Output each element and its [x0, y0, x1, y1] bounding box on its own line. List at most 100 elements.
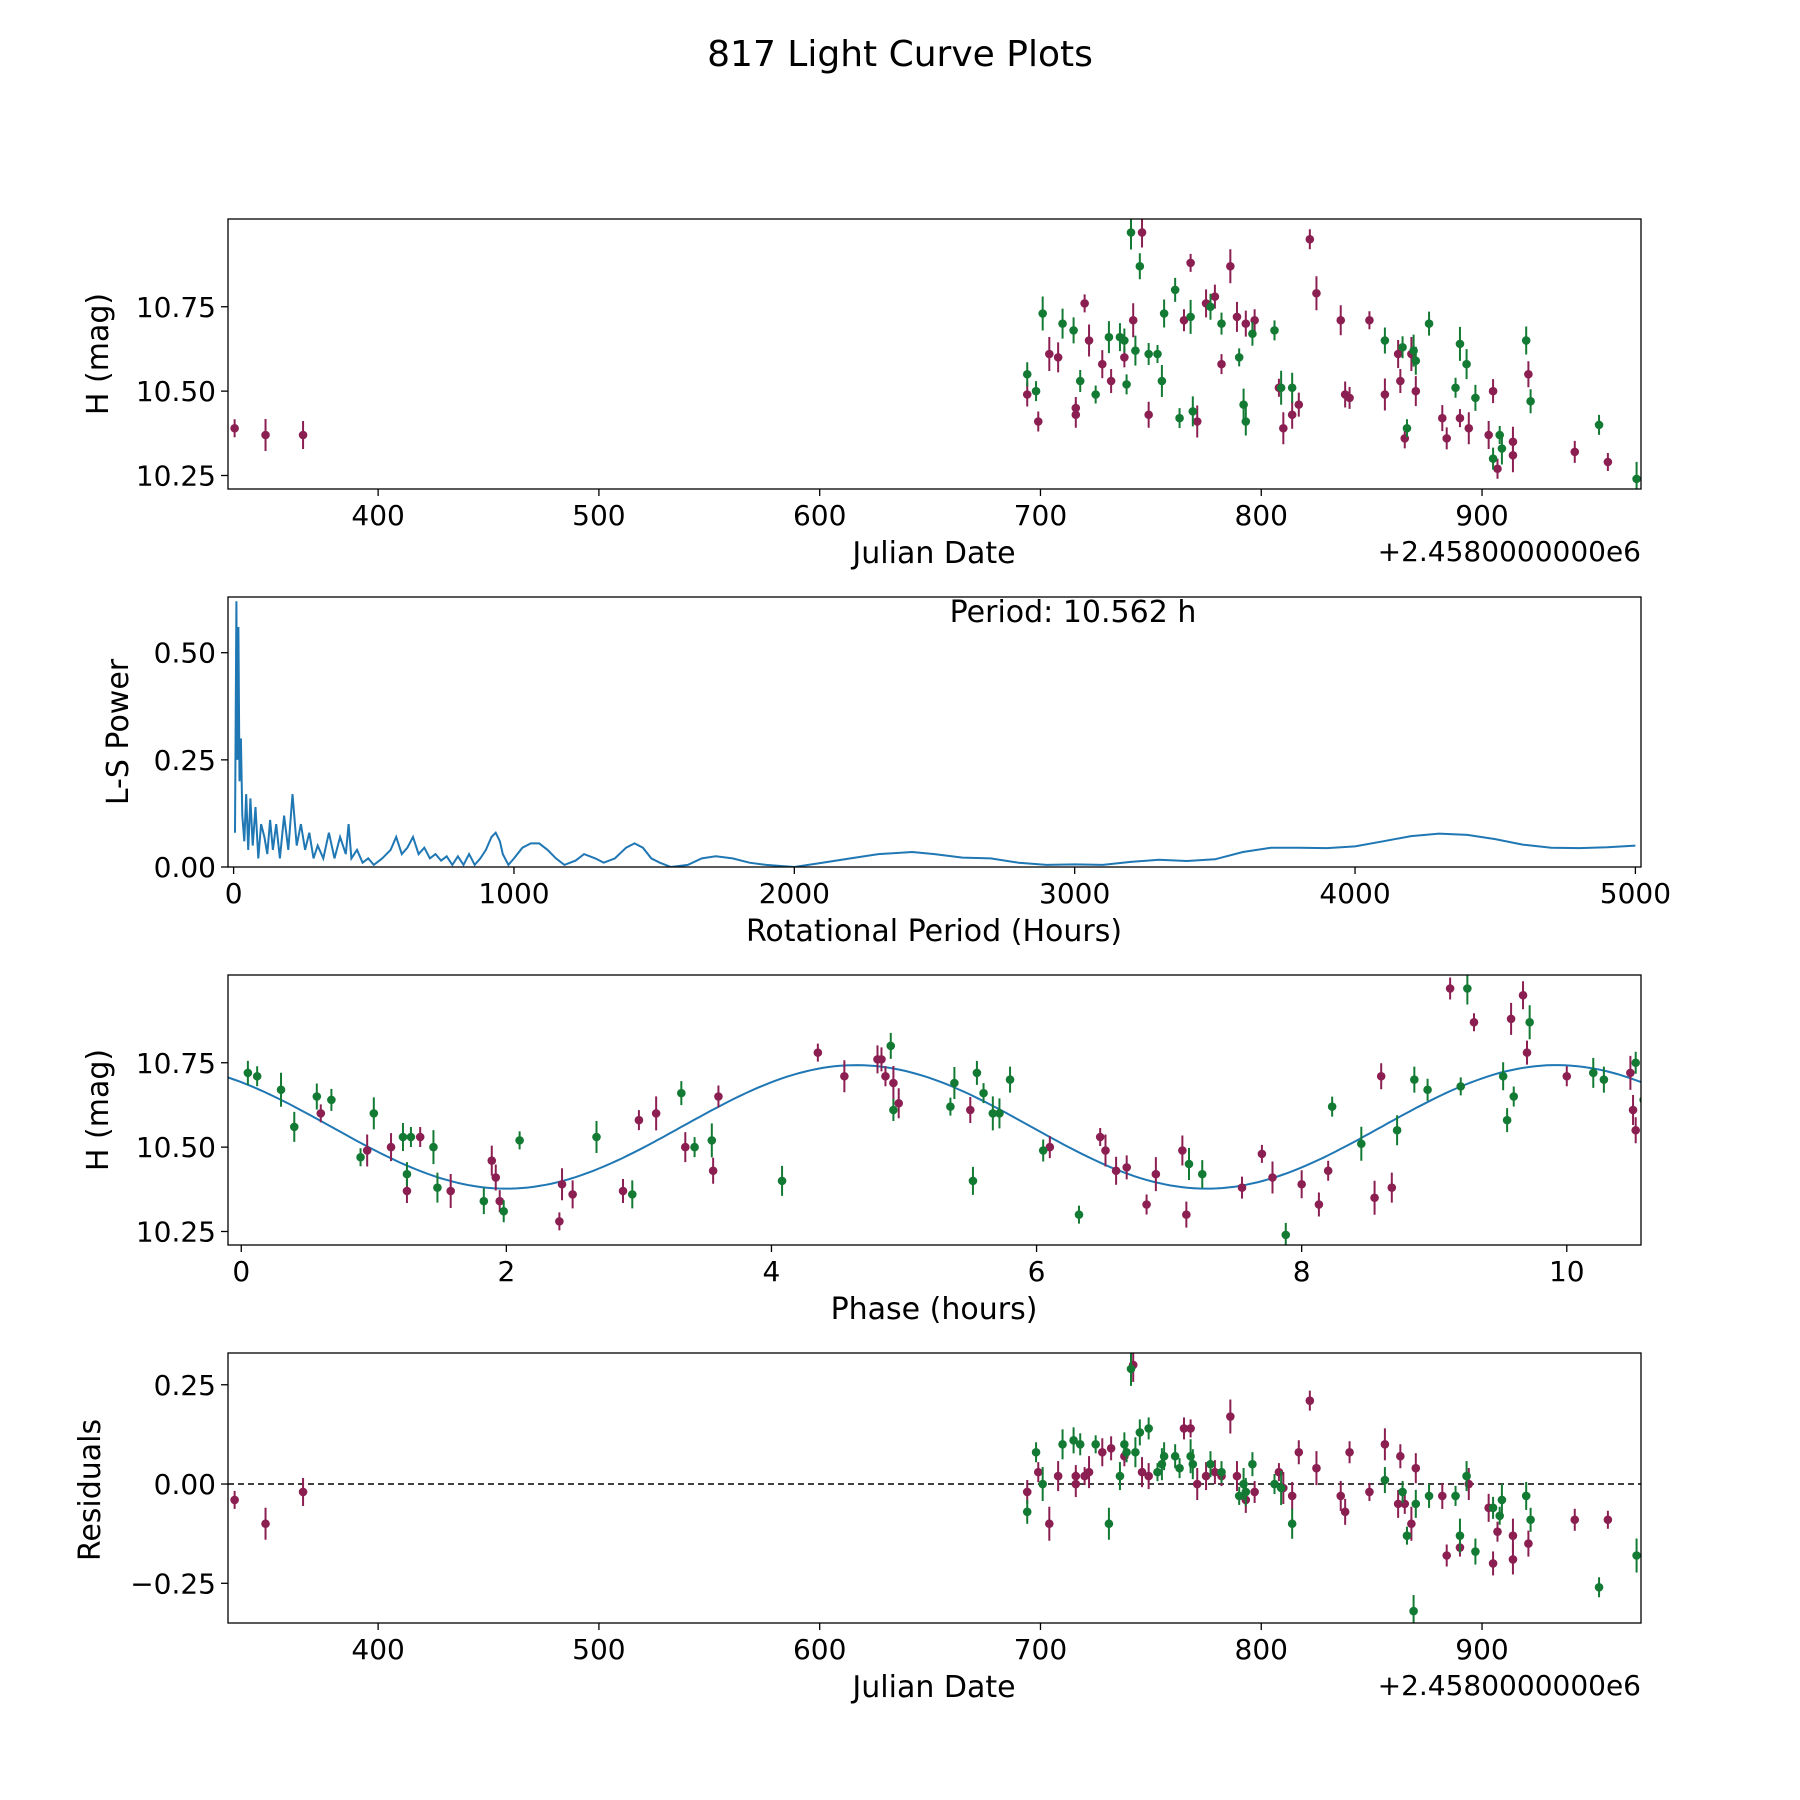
data-point-a — [1396, 369, 1405, 393]
lightcurve-panel: 400 500 600 700 800 900 10.25 10.50 10.75 Julian… — [81, 218, 1642, 571]
lightcurve-axes-frame — [227, 218, 1642, 490]
y-tick-label: 0.00 — [154, 851, 216, 884]
data-point-b — [972, 1060, 982, 1085]
data-point-a — [1488, 1551, 1498, 1576]
data-point-b — [1276, 370, 1286, 405]
data-point-b — [1248, 1452, 1257, 1477]
data-point-a — [1469, 1013, 1479, 1032]
y-tick-label: 10.50 — [136, 1131, 216, 1164]
data-point-b — [1462, 349, 1471, 380]
data-point-a — [1570, 440, 1580, 463]
data-point-b — [707, 1123, 717, 1158]
data-point-a — [1345, 386, 1354, 409]
data-point-b — [690, 1137, 699, 1158]
data-point-b — [1521, 326, 1531, 355]
period-annotation: Period: 10.562 h — [950, 595, 1197, 630]
data-point-a — [1603, 1510, 1613, 1529]
data-point-b — [1115, 1462, 1125, 1491]
data-point-b — [1144, 343, 1153, 365]
data-point-b — [1091, 385, 1100, 404]
data-point-a — [1287, 1481, 1297, 1510]
data-point-b — [995, 1098, 1004, 1129]
data-point-a — [1071, 1465, 1081, 1488]
data-point-a — [1493, 1521, 1502, 1542]
data-point-a — [840, 1060, 849, 1093]
data-point-a — [1442, 1544, 1452, 1567]
y-tick-label: 10.75 — [136, 1047, 216, 1080]
x-tick-label: 600 — [793, 1633, 846, 1666]
data-point-b — [1170, 277, 1180, 302]
data-point-a — [1562, 1066, 1572, 1087]
data-point-b — [406, 1127, 416, 1147]
data-point-b — [252, 1066, 262, 1087]
data-point-a — [681, 1132, 690, 1163]
data-point-b — [1031, 381, 1041, 402]
y-tick-label: 10.25 — [136, 1216, 216, 1249]
x-tick-label: 700 — [1014, 499, 1067, 532]
data-point-a — [298, 421, 308, 449]
data-point-a — [1336, 1480, 1346, 1511]
data-point-b — [1526, 1507, 1535, 1532]
data-point-b — [1327, 1096, 1337, 1117]
data-point-a — [1186, 1419, 1195, 1438]
data-point-b — [1357, 1126, 1366, 1161]
data-point-a — [1142, 1194, 1151, 1215]
data-point-b — [499, 1200, 509, 1223]
y-tick-label: 0.25 — [154, 1369, 216, 1402]
data-point-b — [1241, 1477, 1251, 1506]
periodogram-axes-frame — [227, 596, 1642, 868]
data-point-b — [889, 1099, 898, 1121]
data-point-a — [1101, 1134, 1110, 1167]
phased-marks — [228, 975, 1641, 1245]
data-point-a — [813, 1043, 823, 1062]
data-point-b — [1409, 1595, 1418, 1623]
data-point-b — [276, 1072, 286, 1107]
x-tick-label: 500 — [572, 1633, 625, 1666]
data-point-b — [243, 1060, 253, 1085]
data-point-b — [1239, 388, 1248, 421]
data-point-b — [1497, 432, 1507, 465]
data-point-b — [1159, 1442, 1169, 1471]
data-point-b — [289, 1111, 299, 1142]
data-point-b — [777, 1165, 787, 1196]
y-tick-label: 0.25 — [154, 744, 216, 777]
data-point-b — [979, 1083, 988, 1104]
data-point-a — [714, 1085, 723, 1108]
data-point-a — [1192, 1468, 1202, 1501]
data-point-b — [1135, 1419, 1145, 1446]
data-point-a — [1445, 977, 1455, 1000]
data-point-b — [1488, 447, 1498, 470]
data-point-a — [1508, 1544, 1518, 1575]
data-point-a — [1179, 1417, 1189, 1440]
data-point-b — [1038, 296, 1047, 331]
data-point-b — [1175, 1458, 1184, 1479]
data-point-b — [1170, 1444, 1180, 1469]
data-point-b — [1498, 1062, 1508, 1091]
data-point-b — [327, 1088, 336, 1111]
data-point-a — [1279, 412, 1288, 445]
data-point-a — [1241, 310, 1251, 337]
data-point-a — [1095, 1128, 1105, 1146]
residuals-axes-frame — [227, 1352, 1642, 1624]
data-point-b — [1398, 336, 1407, 359]
data-point-b — [1488, 1496, 1498, 1519]
data-point-a — [1442, 427, 1452, 450]
lightcurve-x-offset-text: +2.4580000000e6 — [1378, 535, 1641, 568]
data-point-a — [1210, 1460, 1220, 1485]
lightcurve-y-label: H (mag) — [81, 293, 116, 415]
data-point-a — [1144, 401, 1153, 428]
data-point-a — [415, 1127, 425, 1147]
data-point-b — [1455, 326, 1465, 361]
data-point-b — [312, 1083, 322, 1110]
data-point-a — [1182, 1201, 1191, 1228]
data-point-a — [1033, 1462, 1043, 1483]
x-tick-label: 4 — [763, 1255, 781, 1288]
periodogram-y-label: L-S Power — [101, 658, 136, 805]
data-point-b — [1525, 1005, 1534, 1040]
data-point-b — [886, 1032, 896, 1059]
data-point-b — [1038, 1467, 1047, 1502]
x-tick-label: 0 — [232, 1255, 250, 1288]
data-point-a — [261, 1507, 270, 1540]
data-point-a — [386, 1133, 396, 1162]
data-point-a — [1570, 1508, 1580, 1531]
